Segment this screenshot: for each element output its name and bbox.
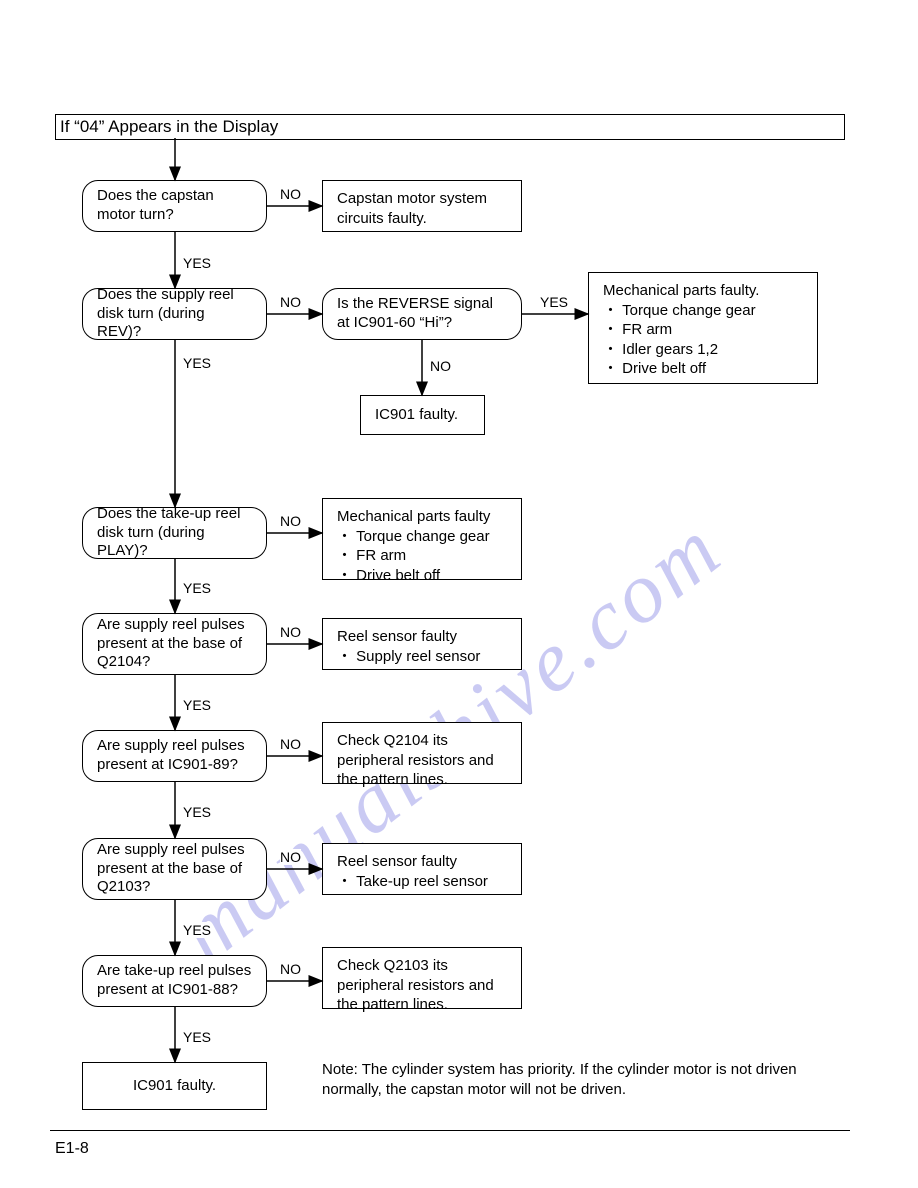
footer-rule bbox=[50, 1130, 850, 1131]
edge-label: YES bbox=[183, 697, 211, 713]
process-check-q2103: Check Q2103 its peripheral resistors and… bbox=[322, 947, 522, 1009]
edge-label: NO bbox=[430, 358, 451, 374]
process-reel-sensor-takeup: Reel sensor faulty ・ Take-up reel sensor bbox=[322, 843, 522, 895]
flowchart-title: If “04” Appears in the Display bbox=[55, 114, 845, 140]
edge-label: NO bbox=[280, 961, 301, 977]
edge-label: NO bbox=[280, 294, 301, 310]
process-mech-parts-faulty-1: Mechanical parts faulty. ・ Torque change… bbox=[588, 272, 818, 384]
page-number: E1-8 bbox=[55, 1140, 89, 1158]
edge-label: YES bbox=[183, 580, 211, 596]
flowchart-arrows bbox=[0, 0, 918, 1188]
decision-supply-pulses-q2104: Are supply reel pulses present at the ba… bbox=[82, 613, 267, 675]
edge-label: YES bbox=[183, 255, 211, 271]
terminal-ic901-faulty: IC901 faulty. bbox=[82, 1062, 267, 1110]
edge-label: YES bbox=[183, 355, 211, 371]
process-capstan-circuits-faulty: Capstan motor system circuits faulty. bbox=[322, 180, 522, 232]
edge-label: YES bbox=[183, 922, 211, 938]
decision-supply-reel-rev: Does the supply reel disk turn (during R… bbox=[82, 288, 267, 340]
edge-label: YES bbox=[183, 804, 211, 820]
process-reel-sensor-supply: Reel sensor faulty ・ Supply reel sensor bbox=[322, 618, 522, 670]
flowchart-note: Note: The cylinder system has priority. … bbox=[322, 1060, 842, 1101]
edge-label: NO bbox=[280, 736, 301, 752]
edge-label: YES bbox=[540, 294, 568, 310]
decision-capstan-motor: Does the capstan motor turn? bbox=[82, 180, 267, 232]
decision-takeup-reel-play: Does the take-up reel disk turn (during … bbox=[82, 507, 267, 559]
process-mech-parts-faulty-2: Mechanical parts faulty ・ Torque change … bbox=[322, 498, 522, 580]
edge-label: NO bbox=[280, 186, 301, 202]
process-check-q2104: Check Q2104 its peripheral resistors and… bbox=[322, 722, 522, 784]
edge-label: YES bbox=[183, 1029, 211, 1045]
decision-supply-pulses-q2103: Are supply reel pulses present at the ba… bbox=[82, 838, 267, 900]
page-canvas: manualshive.com If “04” Appears in the D… bbox=[0, 0, 918, 1188]
edge-label: NO bbox=[280, 513, 301, 529]
edge-label: NO bbox=[280, 624, 301, 640]
process-ic901-faulty-branch: IC901 faulty. bbox=[360, 395, 485, 435]
edge-label: NO bbox=[280, 849, 301, 865]
decision-supply-pulses-ic901-89: Are supply reel pulses present at IC901-… bbox=[82, 730, 267, 782]
decision-reverse-signal: Is the REVERSE signal at IC901-60 “Hi”? bbox=[322, 288, 522, 340]
decision-takeup-pulses-ic901-88: Are take-up reel pulses present at IC901… bbox=[82, 955, 267, 1007]
